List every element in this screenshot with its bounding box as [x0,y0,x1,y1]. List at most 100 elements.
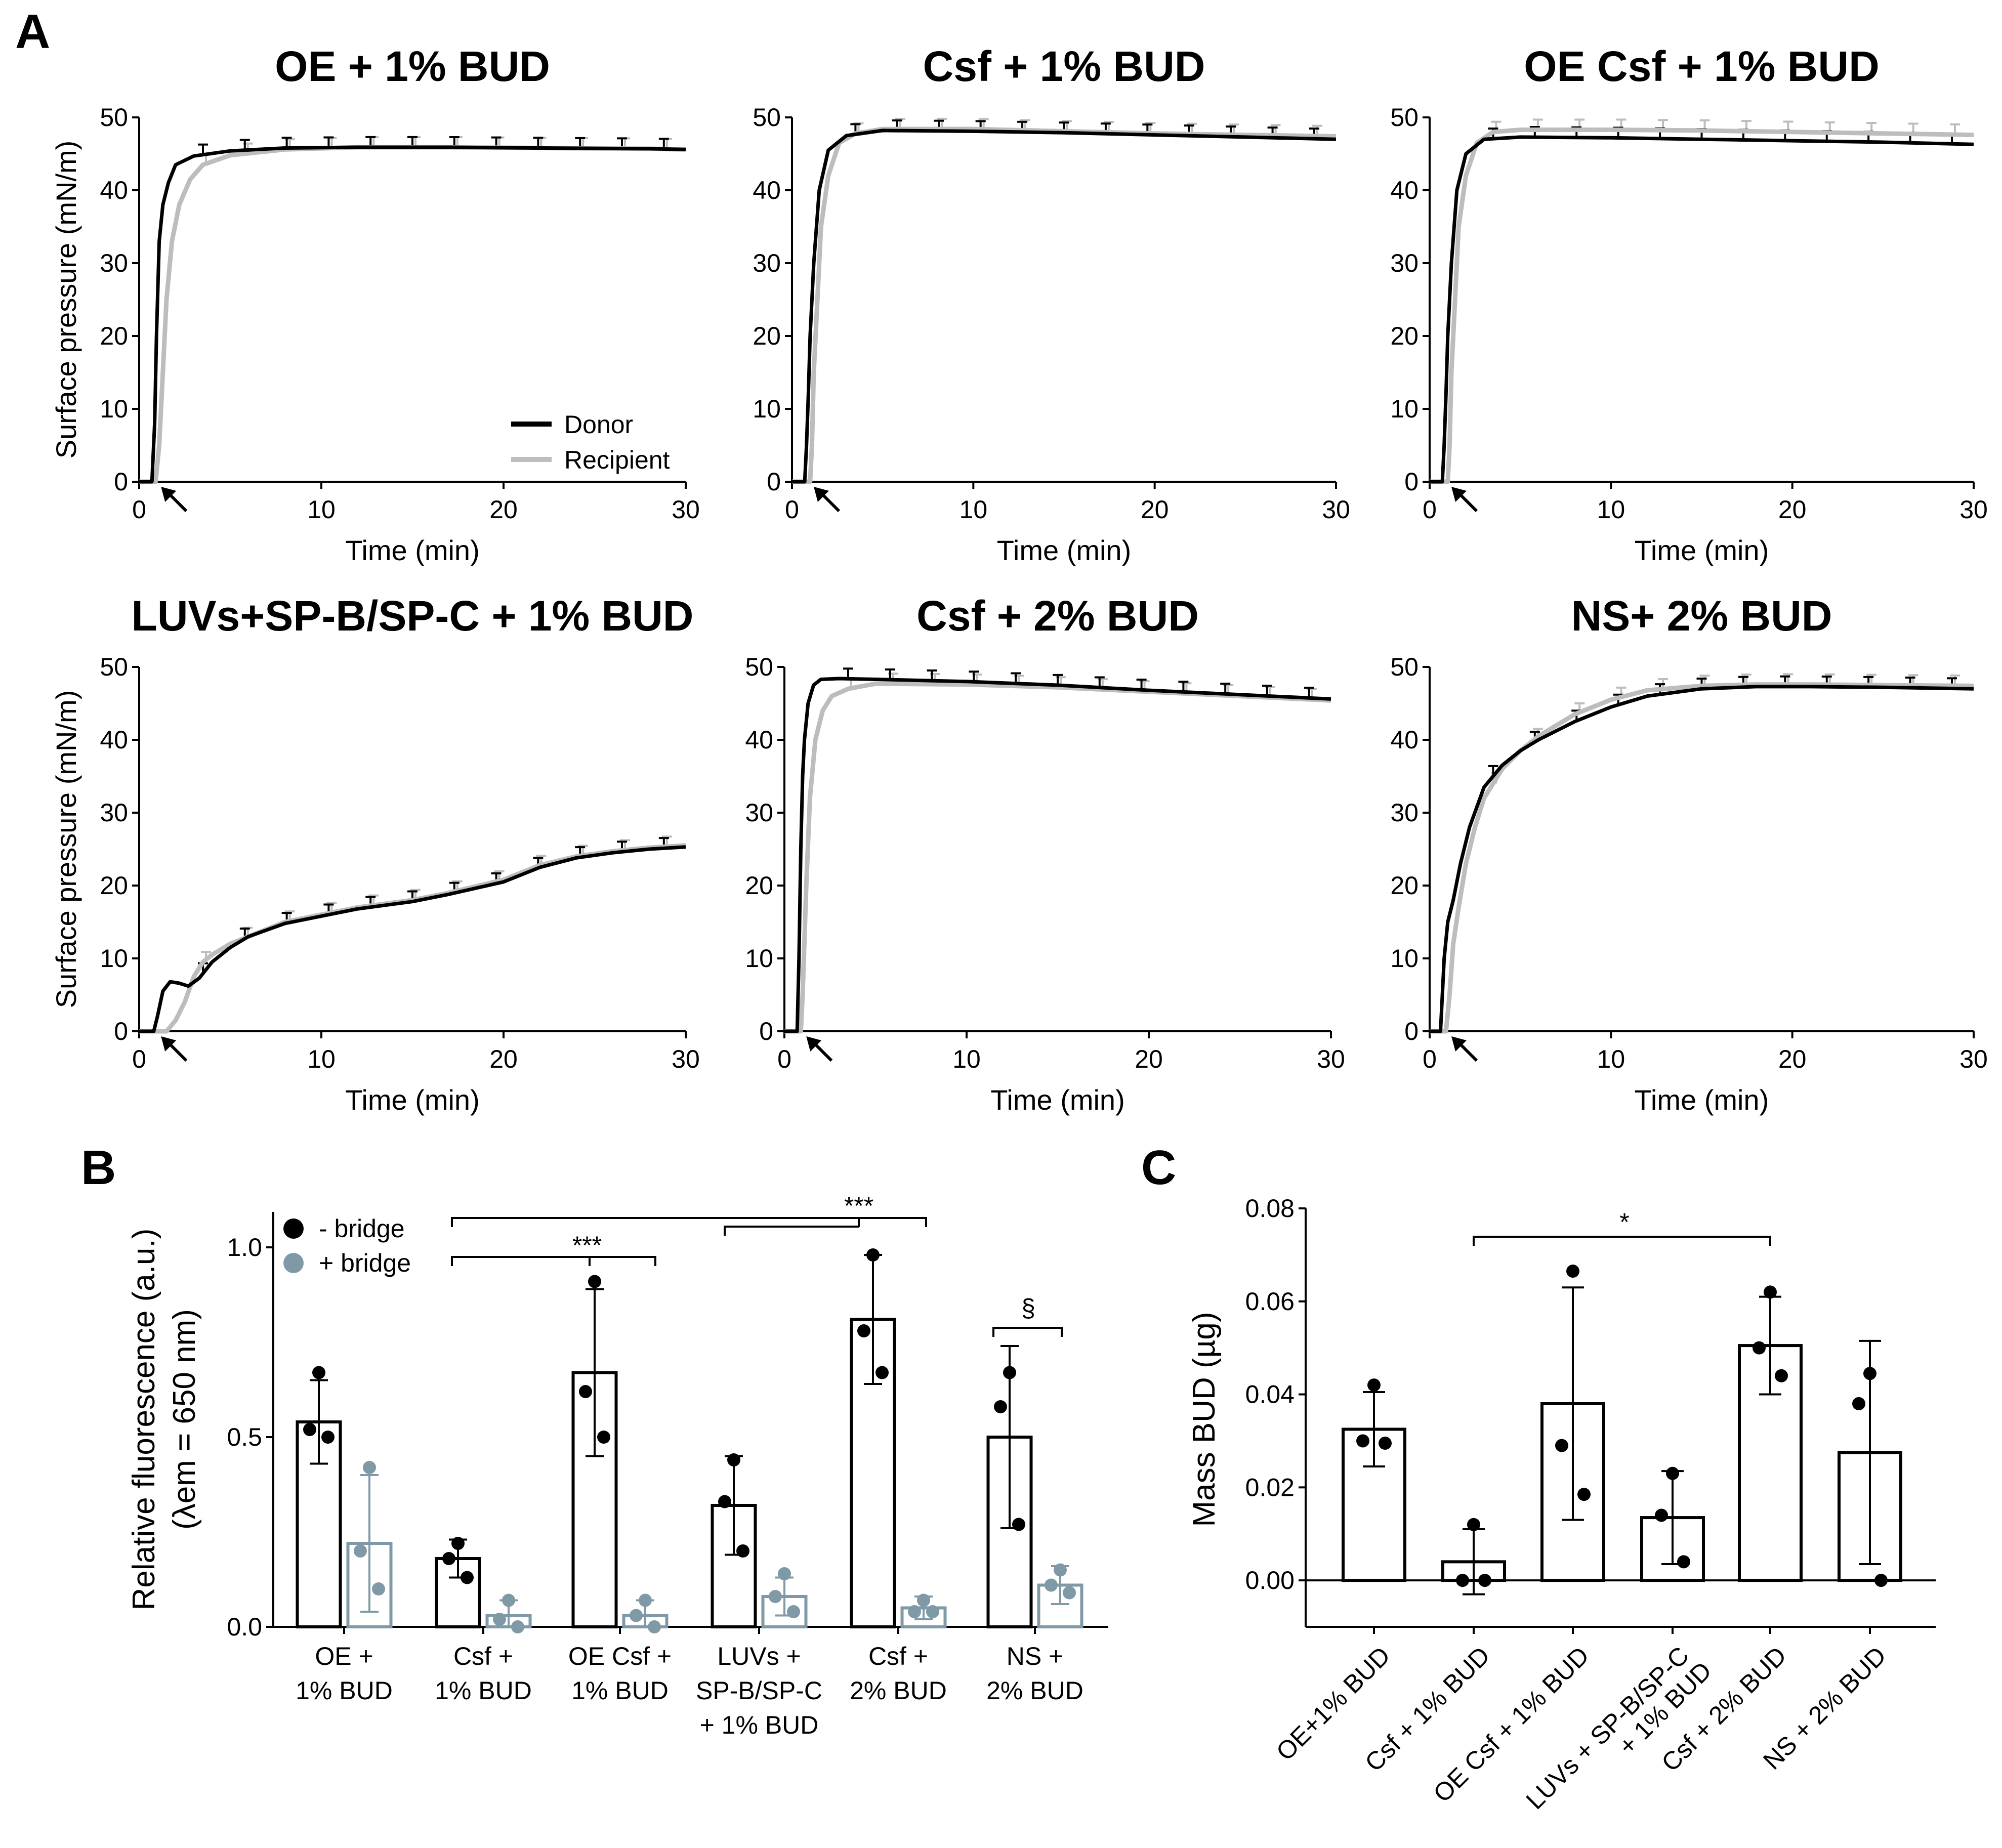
point-bridge [926,1605,939,1618]
category-label: NS + [1007,1642,1064,1670]
chart-title: LUVs+SP-B/SP-C + 1% BUD [132,592,694,640]
panel-label-b: B [81,1141,116,1195]
x-axis-label: Time (min) [997,534,1131,566]
data-point [1467,1518,1480,1531]
category-label: 1% BUD [296,1676,393,1705]
y-tick-label: 0 [114,468,128,496]
data-point [1655,1508,1668,1522]
y-tick-label: 20 [100,322,128,350]
y-tick-label: 10 [1390,944,1419,973]
significance-label: *** [844,1192,873,1220]
y-tick-label: 10 [100,395,128,423]
y-tick-label: 20 [100,871,128,900]
y-tick-label: 40 [100,726,128,754]
point-no-bridge [718,1495,731,1508]
y-tick-label: 0.5 [227,1423,262,1451]
point-bridge [1045,1578,1058,1592]
injection-arrow-head [806,1036,822,1052]
recipient-series-line [139,843,686,1034]
category-label: OE + [315,1642,373,1670]
injection-arrow-head [161,1036,177,1052]
x-tick-label: 30 [1322,495,1350,524]
point-bridge [917,1593,930,1607]
y-tick-label: 0.02 [1245,1473,1295,1501]
legend-bridge-marker [283,1253,304,1273]
point-bridge [648,1620,661,1633]
y-tick-label: 20 [753,322,781,350]
x-tick-label: 10 [1597,495,1625,524]
x-tick-label: 20 [1778,495,1807,524]
point-no-bridge [866,1248,880,1262]
plots-layer: 0 10 20 30 40 50 0 10 20 30 OE + 1% BUD Time (min) S… [50,43,1988,1815]
y-tick-label: 0 [1404,468,1419,496]
x-tick-label: 30 [672,1045,700,1073]
data-point [1356,1434,1369,1448]
legend-no-bridge-label: - bridge [319,1214,405,1243]
x-tick-label: 0 [785,495,799,524]
point-no-bridge [451,1537,465,1550]
donor-series-line [784,677,1331,1033]
y-tick-label: 50 [1390,103,1419,132]
point-no-bridge [442,1552,455,1565]
category-label: 1% BUD [435,1676,532,1705]
y-tick-label: 50 [745,653,773,681]
data-point [1775,1369,1788,1382]
data-point [1555,1439,1568,1452]
significance-label: § [1021,1294,1035,1322]
x-axis-label: Time (min) [345,534,479,566]
y-axis-label: Mass BUD (µg) [1187,1312,1222,1527]
point-no-bridge [461,1571,474,1584]
y-tick-label: 30 [100,249,128,277]
y-tick-label: 0 [759,1017,773,1045]
y-tick-label: 1.0 [227,1233,262,1262]
point-no-bridge [579,1385,592,1398]
y-tick-label: 0.04 [1245,1380,1295,1409]
x-tick-label: 0 [1423,495,1437,524]
point-bridge [363,1461,376,1474]
y-tick-label: 50 [100,653,128,681]
category-label: 2% BUD [850,1676,947,1705]
y-tick-label: 0 [114,1017,128,1045]
point-no-bridge [875,1366,889,1379]
significance-bracket [451,1256,591,1266]
y-tick-label: 20 [1390,322,1419,350]
y-tick-label: 40 [753,176,781,204]
category-label: 1% BUD [571,1676,669,1705]
point-bridge [354,1544,367,1558]
x-axis-label: Time (min) [990,1084,1124,1116]
point-no-bridge [1003,1366,1016,1379]
x-tick-label: 20 [489,1045,518,1073]
data-point [1478,1574,1491,1587]
point-no-bridge [588,1275,601,1288]
significance-bracket [724,1226,859,1236]
y-tick-label: 10 [745,944,773,973]
chart-title: NS+ 2% BUD [1571,592,1832,640]
x-tick-label: 10 [307,1045,336,1073]
x-axis-label: Time (min) [345,1084,479,1116]
point-no-bridge [994,1400,1007,1413]
recipient-series-line [792,127,1337,484]
y-tick-label: 20 [745,871,773,900]
significance-label: * [1619,1208,1629,1236]
x-tick-label: 10 [1597,1045,1625,1073]
y-tick-label: 30 [745,799,773,827]
x-tick-label: 30 [1959,495,1988,524]
donor-series-line [139,145,686,484]
legend-no-bridge-marker [283,1219,304,1239]
injection-arrow-head [814,487,829,502]
y-tick-label: 50 [100,103,128,132]
data-point [1379,1437,1392,1450]
x-tick-label: 0 [1423,1045,1437,1073]
y-tick-label: 40 [1390,176,1419,204]
x-axis-label: Time (min) [1635,534,1769,566]
y-tick-label: 30 [753,249,781,277]
point-bridge [769,1590,782,1603]
x-axis-label: Time (min) [1635,1084,1769,1116]
y-tick-label: 0.06 [1245,1287,1295,1316]
x-tick-label: 20 [1141,495,1169,524]
x-tick-label: 0 [132,1045,146,1073]
x-tick-label: 10 [960,495,988,524]
y-tick-label: 10 [753,395,781,423]
x-tick-label: 10 [952,1045,981,1073]
